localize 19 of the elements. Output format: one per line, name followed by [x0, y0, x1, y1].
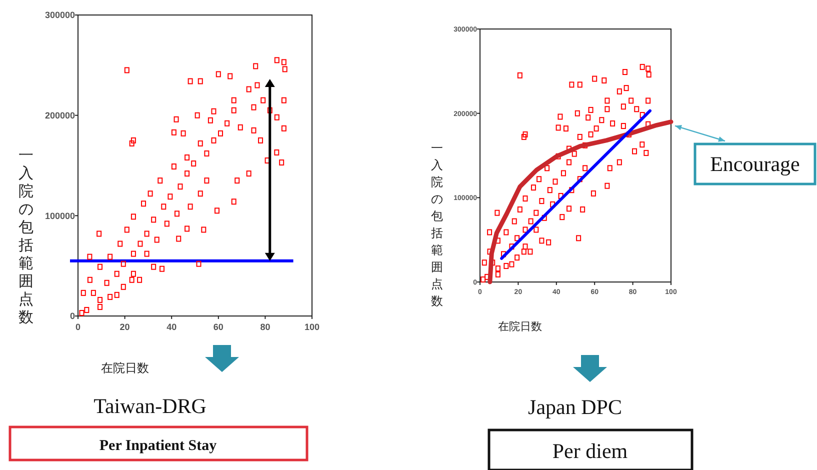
- text: Taiwan-DRG: [94, 394, 206, 418]
- x-tick-label: 80: [260, 322, 270, 332]
- text: Per Inpatient Stay: [99, 438, 218, 454]
- text: Per diem: [552, 439, 628, 463]
- x-tick-label: 100: [304, 322, 320, 332]
- y-tick-label: 200000: [44, 110, 75, 120]
- x-tick-label: 20: [120, 322, 130, 332]
- y-tick-label: 300000: [44, 10, 75, 20]
- x-axis-title: 在院日数: [498, 320, 542, 333]
- x-axis-title: 在院日数: [101, 361, 149, 375]
- text: 一入院の包括範囲点数: [18, 146, 34, 326]
- annotation: Encourage: [710, 152, 800, 176]
- text: 一入院の包括範囲点数: [431, 141, 443, 308]
- text: Japan DPC: [528, 395, 622, 419]
- x-tick-label: 40: [166, 322, 177, 332]
- x-tick-label: 60: [213, 322, 224, 332]
- y-tick-label: 0: [70, 311, 75, 322]
- y-tick-label: 100000: [44, 210, 75, 221]
- line-series: [488, 120, 674, 284]
